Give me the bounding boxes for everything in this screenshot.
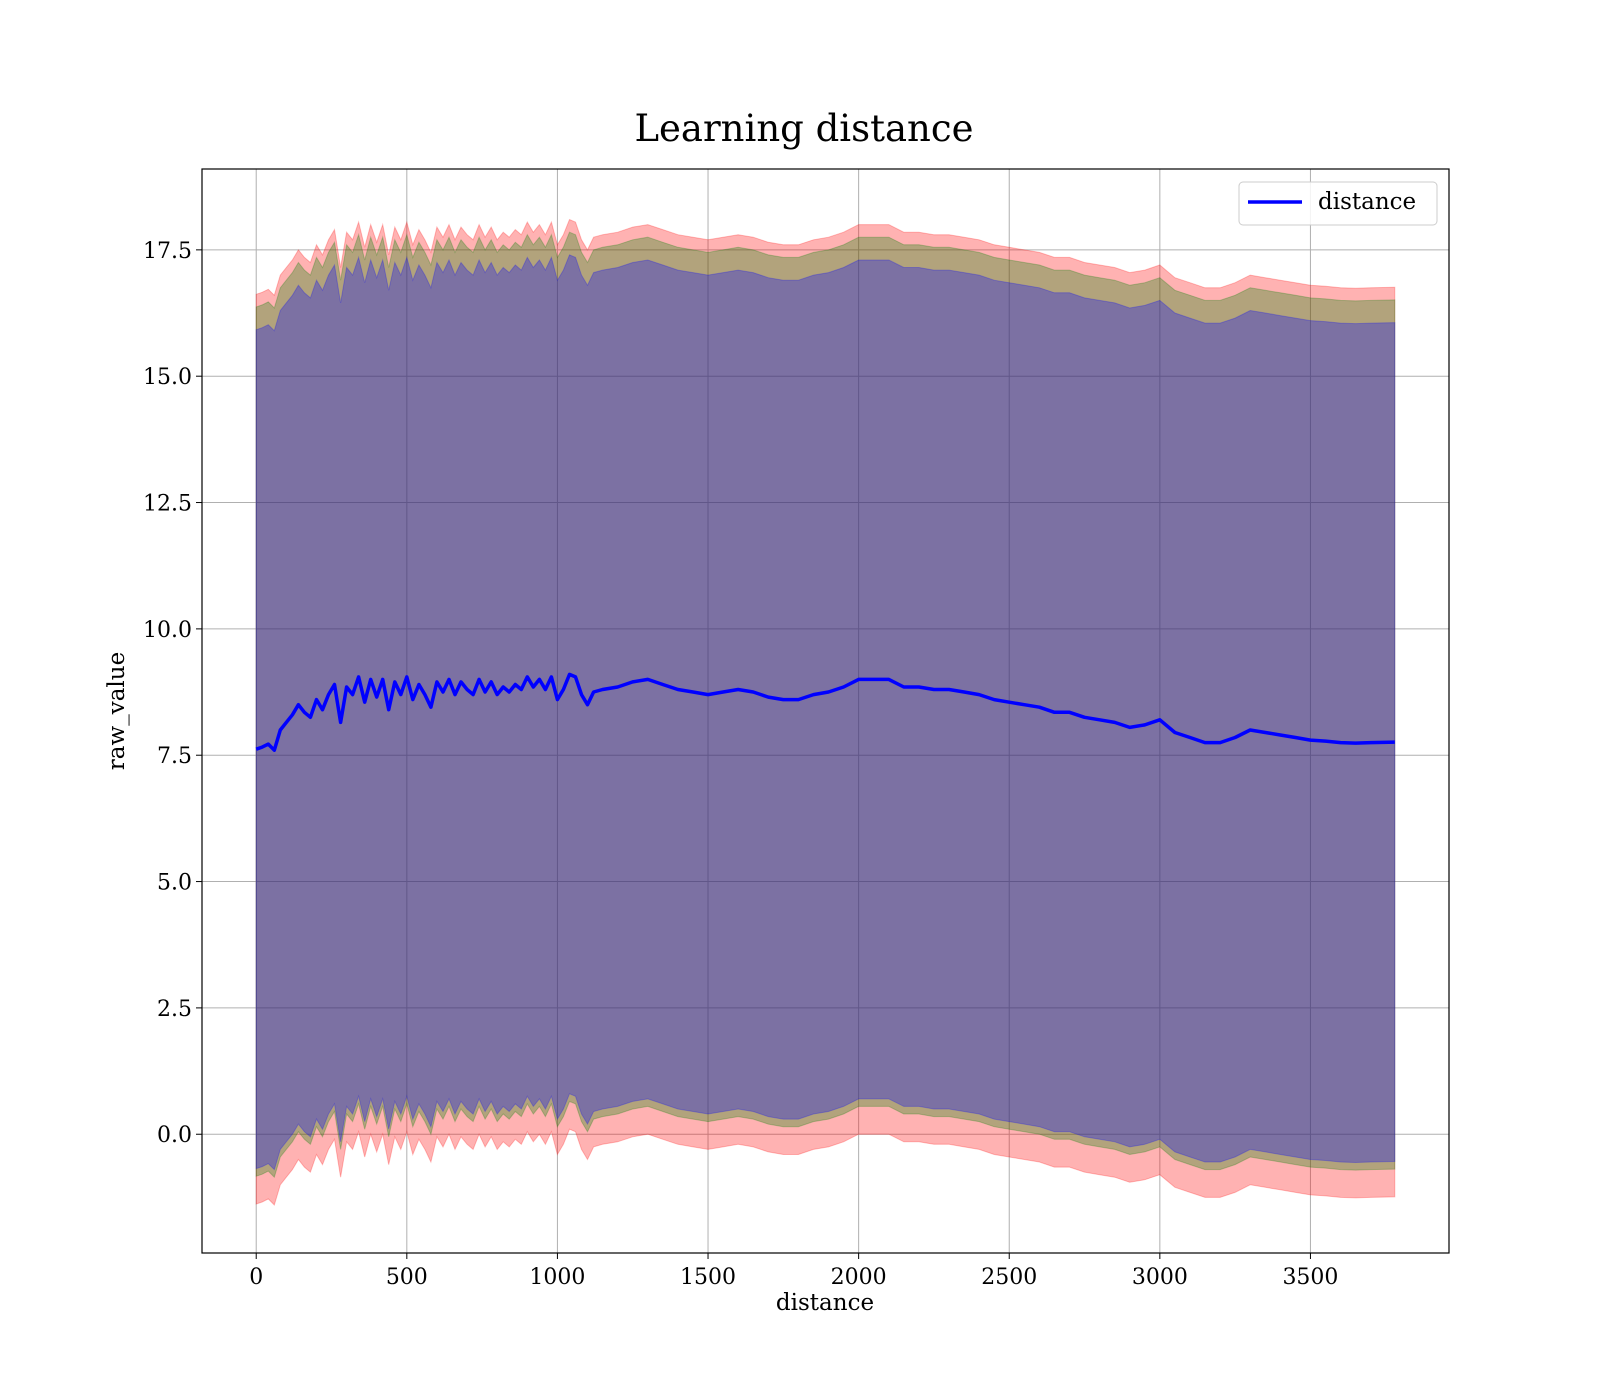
confidence-band-1: [255, 218, 1396, 1206]
confidence-band-2: [255, 231, 1396, 1179]
legend: distance: [1238, 181, 1438, 226]
grid: [202, 169, 1449, 1253]
confidence-band-3: [255, 254, 1396, 1171]
x-tick-label: 2000: [831, 1265, 887, 1290]
x-tick-label: 3500: [1282, 1265, 1338, 1290]
y-tick-label: 7.5: [157, 744, 192, 769]
x-ticks: 0 500 1000 1500 2000 2500 3000 3500: [249, 1253, 1338, 1290]
x-tick-label: 1000: [529, 1265, 585, 1290]
bands: [255, 218, 1396, 1206]
series-line-distance: [255, 672, 1395, 752]
chart-title: Learning distance: [634, 107, 973, 150]
y-tick-label: 12.5: [143, 492, 192, 517]
y-ticks: 0.0 2.5 5.0 7.5 10.0 12.5 15.0 17.5: [143, 239, 202, 1148]
x-tick-label: 3000: [1132, 1265, 1188, 1290]
y-tick-label: 10.0: [143, 618, 192, 643]
y-tick-label: 0.0: [157, 1123, 192, 1148]
legend-label-distance: distance: [1318, 189, 1416, 215]
y-tick-label: 5.0: [157, 871, 192, 896]
y-tick-label: 15.0: [143, 365, 192, 390]
x-tick-label: 2500: [981, 1265, 1037, 1290]
y-tick-label: 2.5: [157, 997, 192, 1022]
series-lines: [255, 672, 1395, 752]
plot-frame: [201, 168, 1450, 1254]
y-axis-label: raw_value: [104, 652, 130, 770]
x-tick-label: 0: [249, 1265, 263, 1290]
y-tick-label: 17.5: [143, 239, 192, 264]
x-tick-label: 1500: [680, 1265, 736, 1290]
x-tick-label: 500: [386, 1265, 428, 1290]
x-axis-label: distance: [776, 1290, 874, 1316]
legend-box: [1238, 181, 1438, 226]
